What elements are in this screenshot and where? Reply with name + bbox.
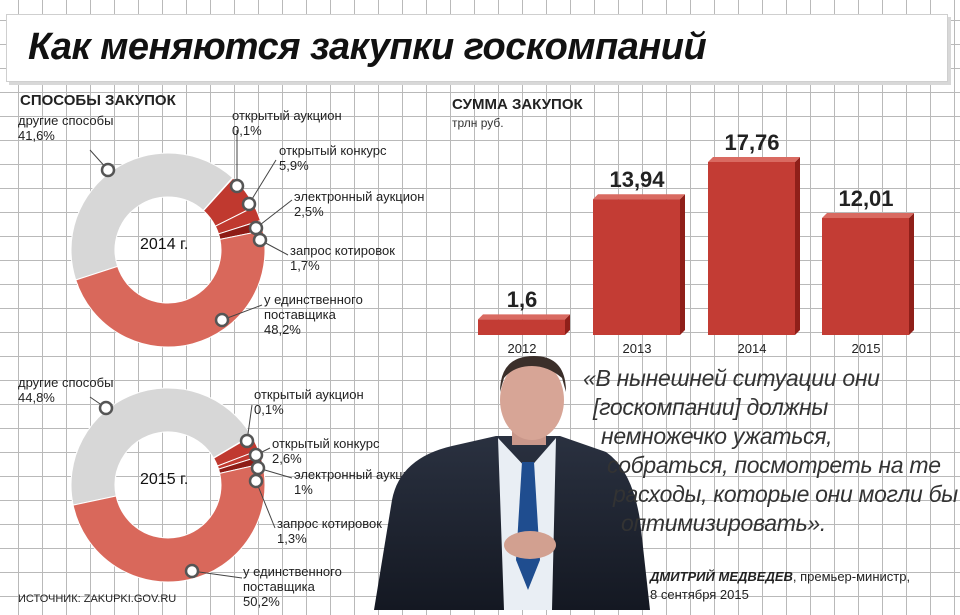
pie2014-label-quotes: запрос котировок 1,7% (290, 243, 395, 273)
bar-year-2013: 2013 (622, 341, 652, 356)
quote-author: ДМИТРИЙ МЕДВЕДЕВ, премьер-министр, 8 сен… (650, 568, 910, 604)
bar-2013 (593, 199, 680, 335)
pie2015-label-open-tender: открытый конкурс 2,6% (272, 436, 380, 466)
pie2015-label-single-supplier: у единственного поставщика 50,2% (243, 564, 342, 609)
pie2015-label-open-auction: открытый аукцион 0,1% (254, 387, 364, 417)
connector-dot (248, 220, 264, 236)
connector-dot (100, 162, 116, 178)
bar-top (822, 213, 914, 219)
pie2014-label-other: другие способы 41,6% (18, 113, 114, 143)
connector-line (191, 570, 243, 579)
connector-dot (248, 473, 264, 489)
pie-section-title: СПОСОБЫ ЗАКУПОК (20, 92, 176, 109)
bar-year-2012: 2012 (507, 341, 537, 356)
donut-slice-0 (70, 387, 253, 506)
source-note: ИСТОЧНИК: ZAKUPKI.GOV.RU (18, 593, 177, 605)
pie2014-label-single-supplier: у единственного поставщика 48,2% (264, 292, 363, 337)
donut-2014-center-label: 2014 г. (140, 236, 189, 253)
donut-slice-5 (72, 463, 266, 583)
bar-top (708, 157, 800, 162)
quote-line: немножечко ужаться, (601, 423, 833, 449)
author-role: , премьер-министр, (792, 569, 911, 584)
quote-line: «В нынешней ситуации они (583, 365, 880, 391)
bar-side (565, 314, 570, 335)
bar-side (795, 157, 800, 335)
pie2014-label-open-auction: открытый аукцион 0,1% (232, 108, 342, 138)
author-date: 8 сентября 2015 (650, 587, 749, 602)
title-box (6, 14, 948, 82)
bar-value-2012: 1,6 (506, 287, 538, 313)
bar-side (680, 194, 685, 335)
bar-2015 (822, 218, 909, 335)
bar-chart (478, 157, 914, 335)
connector-line (255, 480, 276, 529)
pie2015-label-e-auction: электронный аукцион 1% (294, 467, 425, 497)
bar-unit: трлн руб. (452, 116, 504, 130)
pie2014-label-e-auction: электронный аукцион 2,5% (294, 189, 425, 219)
label-connectors (89, 130, 293, 579)
bar-year-2014: 2014 (737, 341, 767, 356)
bar-value-2015: 12,01 (838, 186, 894, 211)
pie2015-label-quotes: запрос котировок 1,3% (277, 516, 382, 546)
connector-dot (248, 447, 264, 463)
quote-line: оптимизировать». (621, 510, 826, 536)
page-title: Как меняются закупки госкомпаний (28, 26, 707, 68)
connector-dot (98, 400, 114, 416)
bar-value-2014: 17,76 (724, 130, 780, 155)
quote-line: [госкомпании] должны (593, 394, 829, 420)
connector-dot (229, 178, 245, 194)
connector-dot (250, 460, 266, 476)
pie2014-label-open-tender: открытый конкурс 5,9% (279, 143, 387, 173)
connector-dot (214, 312, 230, 328)
bar-section-title: СУММА ЗАКУПОК (452, 96, 583, 113)
quote-line: расходы, которые они могли бы (613, 481, 958, 507)
bar-year-2015: 2015 (851, 341, 881, 356)
bar-top (478, 314, 570, 320)
donut-slice-0 (70, 152, 234, 281)
connector-line (248, 159, 277, 205)
pie2015-label-other: другие способы 44,8% (18, 375, 114, 405)
connector-dot (241, 196, 257, 212)
author-name: ДМИТРИЙ МЕДВЕДЕВ (650, 569, 793, 584)
bar-2012 (478, 319, 565, 335)
bar-2014 (708, 162, 795, 335)
connector-dot (252, 232, 268, 248)
connector-dot (239, 433, 255, 449)
donut-2015-center-label: 2015 г. (140, 471, 189, 488)
bar-top (593, 194, 685, 200)
connector-dot (184, 563, 200, 579)
quote: «В нынешней ситуации они [госкомпании] д… (583, 364, 958, 538)
quote-line: собраться, посмотреть на те (607, 452, 941, 478)
bar-value-2013: 13,94 (609, 167, 665, 193)
connector-line (255, 199, 293, 229)
bar-side (909, 213, 914, 335)
